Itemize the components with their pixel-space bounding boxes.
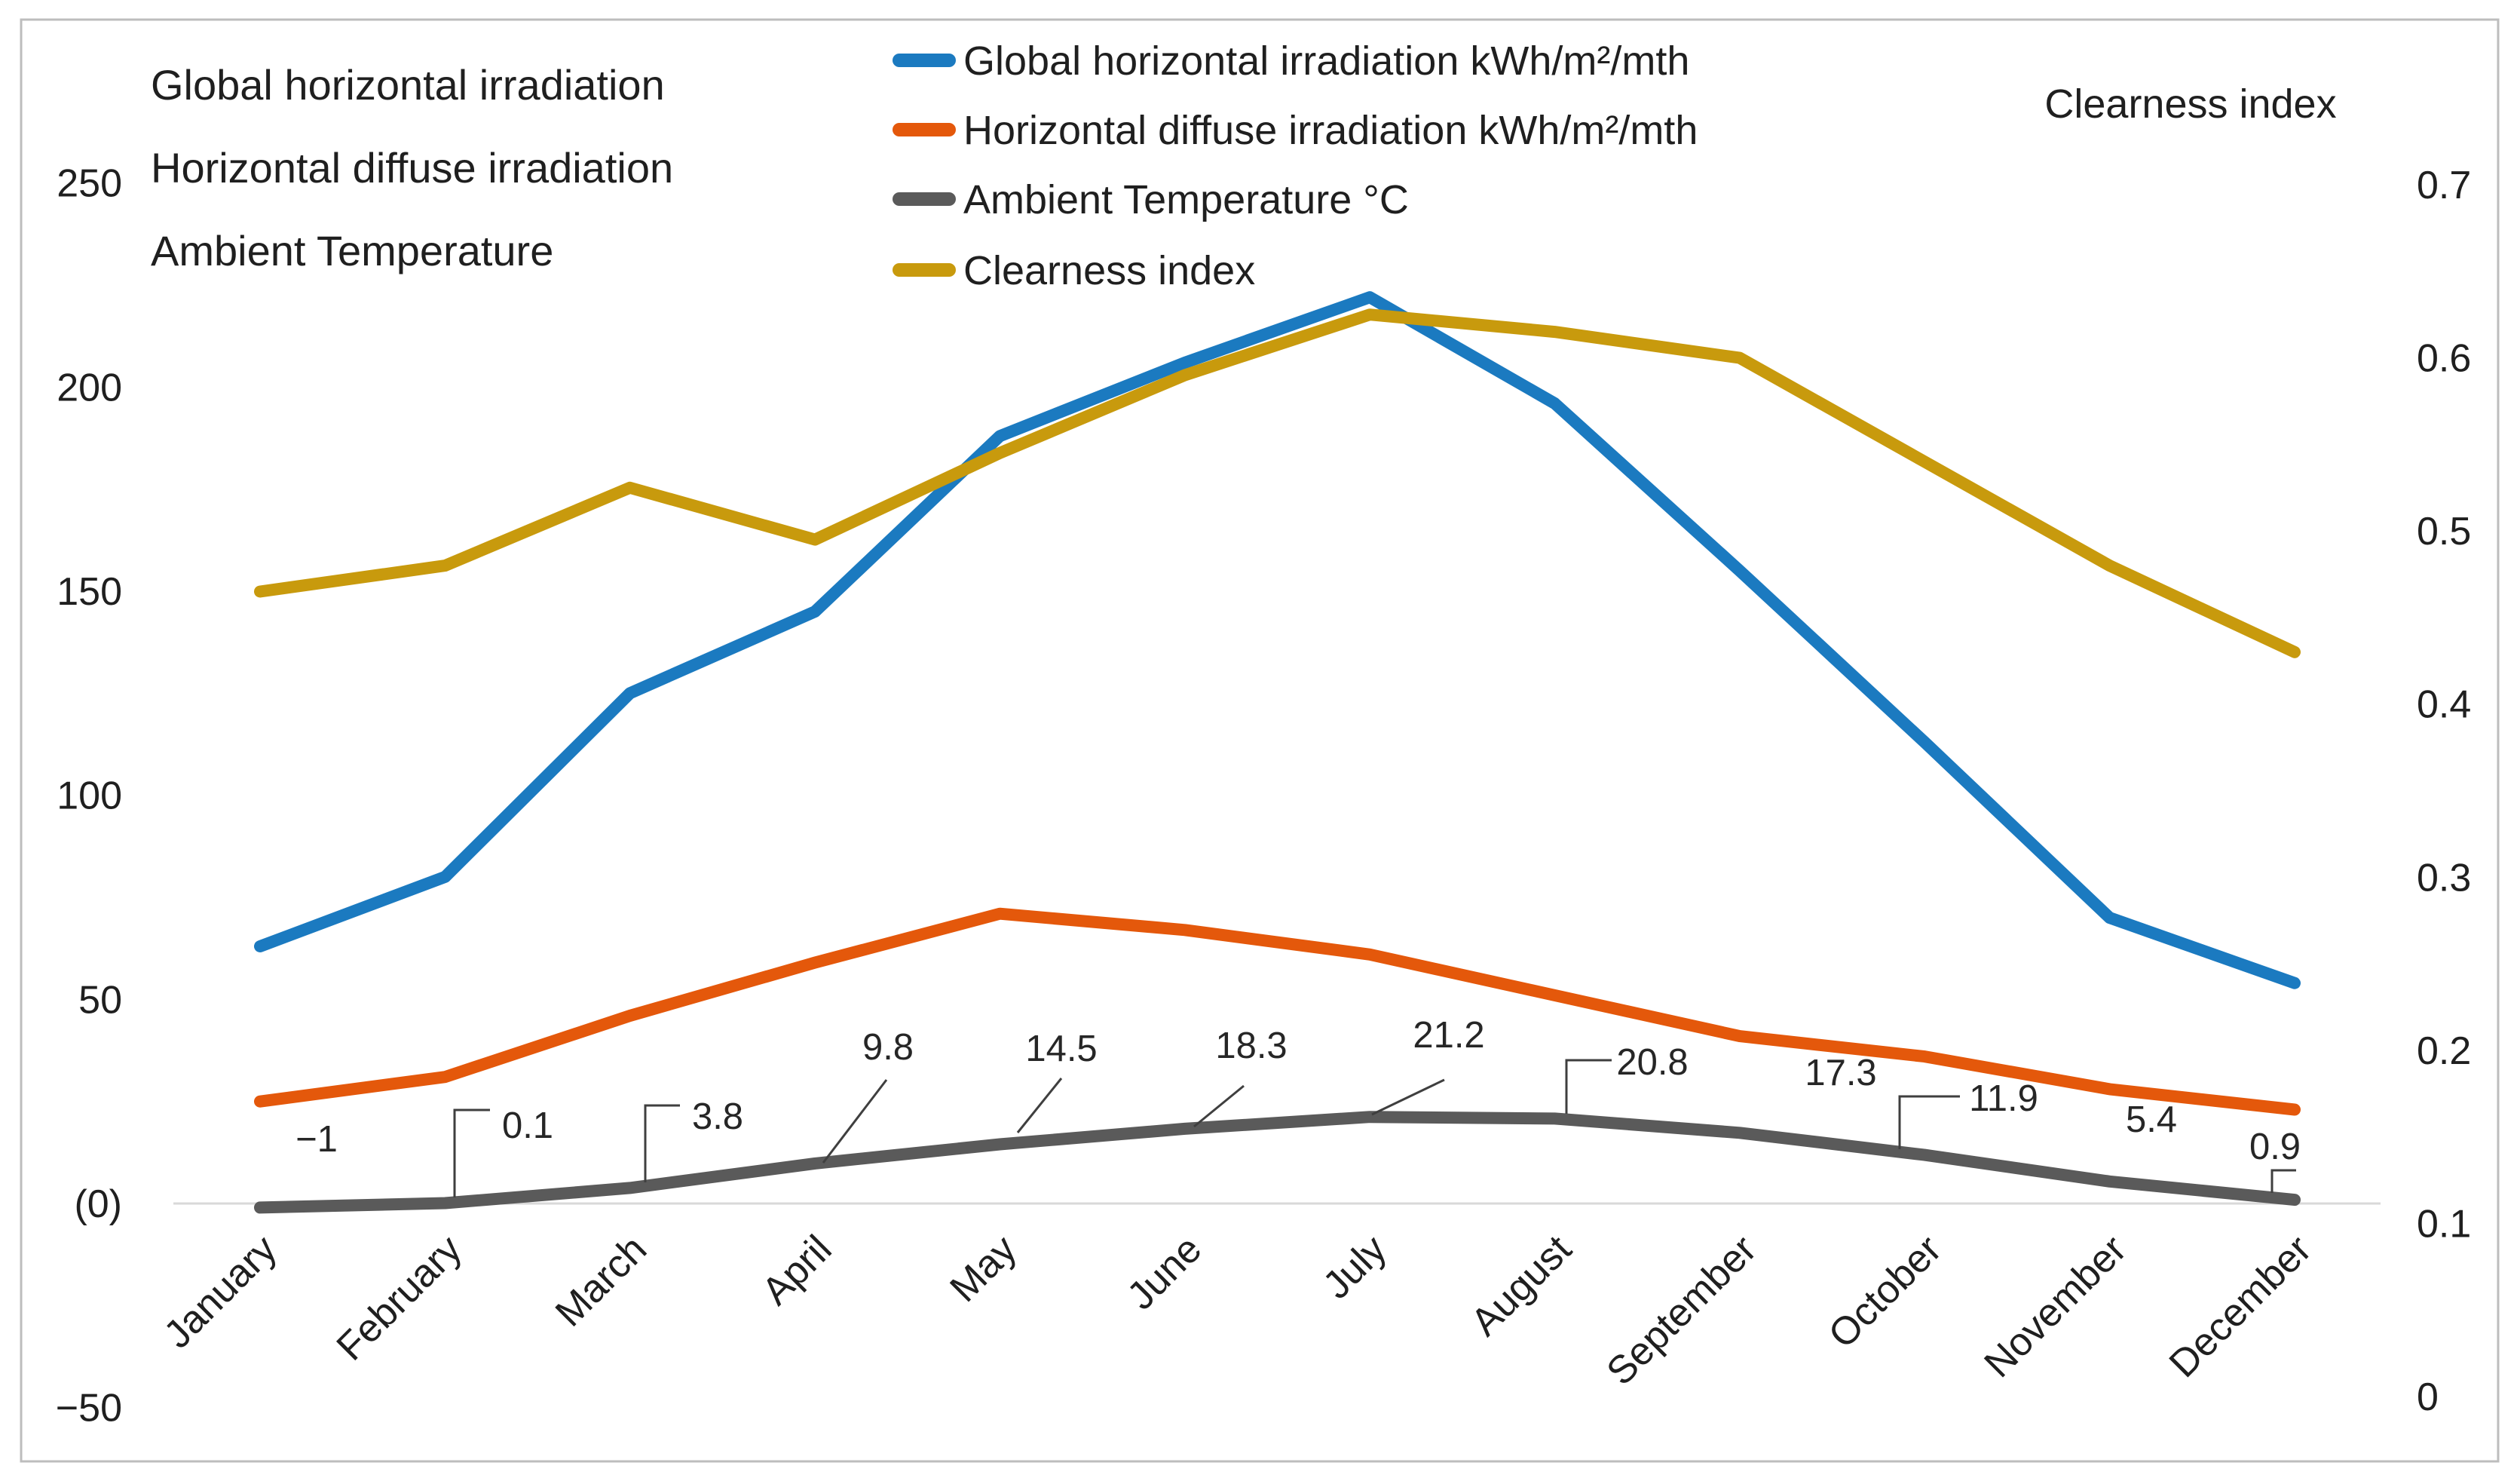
data-label-leader-line bbox=[1016, 1078, 1063, 1133]
data-label-leader-line bbox=[1371, 1078, 1445, 1116]
left-axis-tick: (0) bbox=[74, 1182, 122, 1226]
data-label-leader-line bbox=[1898, 1095, 1960, 1149]
data-label-leader-line bbox=[644, 1104, 680, 1182]
left-axis-title-line: Horizontal diffuse irradiation bbox=[151, 144, 673, 192]
temperature-data-label: 11.9 bbox=[1969, 1078, 2038, 1119]
right-axis-tick: 0.2 bbox=[2417, 1029, 2471, 1073]
temperature-data-label: 21.2 bbox=[1413, 1015, 1484, 1056]
x-axis-month-label: May bbox=[942, 1227, 1024, 1310]
x-axis-month-label: August bbox=[1463, 1227, 1581, 1344]
data-label-leader-line bbox=[2270, 1169, 2296, 1193]
right-axis-tick: 0.3 bbox=[2417, 856, 2471, 900]
left-axis-tick: 200 bbox=[57, 366, 122, 409]
right-axis-tick: 0.7 bbox=[2417, 164, 2471, 207]
legend-swatch-clearness bbox=[893, 263, 956, 277]
x-axis-month-label: April bbox=[754, 1227, 841, 1314]
x-axis-month-label: December bbox=[2161, 1227, 2320, 1386]
x-axis-month-label: January bbox=[156, 1227, 286, 1357]
temperature-data-label: 0.1 bbox=[502, 1105, 553, 1146]
temperature-data-label: 18.3 bbox=[1215, 1026, 1287, 1066]
temperature-data-label: 3.8 bbox=[692, 1096, 743, 1137]
temperature-data-label: 20.8 bbox=[1616, 1042, 1688, 1083]
legend-label-hdi: Horizontal diffuse irradiation kWh/m²/mt… bbox=[963, 108, 1698, 153]
right-axis-tick: 0.4 bbox=[2417, 683, 2471, 727]
right-axis-tick: 0.5 bbox=[2417, 510, 2471, 553]
temperature-data-label: 0.9 bbox=[2249, 1127, 2301, 1167]
x-axis-month-label: June bbox=[1119, 1227, 1211, 1318]
left-axis-title-line: Global horizontal irradiation bbox=[151, 61, 665, 109]
x-axis-month-label: October bbox=[1820, 1227, 1950, 1357]
x-axis-month-label: February bbox=[329, 1227, 470, 1369]
legend-label-temp: Ambient Temperature °C bbox=[963, 177, 1409, 222]
right-axis-tick: 0.6 bbox=[2417, 337, 2471, 381]
right-axis-tick: 0 bbox=[2417, 1375, 2439, 1419]
data-label-leader-line bbox=[1565, 1059, 1612, 1114]
data-label-leader-line bbox=[453, 1108, 490, 1197]
legend-swatch-temp bbox=[893, 192, 956, 206]
temperature-data-label: −1 bbox=[295, 1119, 338, 1160]
series-line-hdi bbox=[254, 907, 2301, 1116]
x-axis-month-label: September bbox=[1598, 1227, 1765, 1394]
left-axis-title-line: Ambient Temperature bbox=[151, 227, 553, 274]
series-line-clearness bbox=[254, 308, 2301, 658]
left-axis-tick: 100 bbox=[57, 774, 122, 818]
series-line-temp bbox=[254, 1111, 2301, 1214]
data-label-leader-line bbox=[822, 1079, 888, 1164]
left-axis-tick: −50 bbox=[56, 1387, 122, 1430]
left-axis-tick: 150 bbox=[57, 570, 122, 614]
legend-label-clearness: Clearness index bbox=[963, 248, 1255, 293]
temperature-data-label: 5.4 bbox=[2126, 1099, 2177, 1140]
x-axis-month-label: November bbox=[1976, 1227, 2135, 1386]
temperature-data-label: 17.3 bbox=[1805, 1053, 1876, 1093]
data-label-leader-line bbox=[1193, 1084, 1245, 1128]
chart-frame bbox=[20, 18, 2500, 1463]
left-axis-tick: 50 bbox=[78, 978, 122, 1022]
right-axis-title: Clearness index bbox=[2044, 81, 2336, 127]
series-line-ghi bbox=[254, 291, 2301, 989]
right-axis-tick: 0.1 bbox=[2417, 1202, 2471, 1246]
x-axis-month-label: March bbox=[547, 1227, 655, 1335]
x-axis-month-label: July bbox=[1315, 1227, 1395, 1307]
temperature-data-label: 9.8 bbox=[862, 1027, 914, 1068]
temperature-data-label: 14.5 bbox=[1025, 1029, 1097, 1069]
left-axis-tick: 250 bbox=[57, 162, 122, 206]
legend-label-ghi: Global horizontal irradiation kWh/m²/mth bbox=[963, 38, 1689, 84]
legend-swatch-hdi bbox=[893, 123, 956, 136]
legend-swatch-ghi bbox=[893, 54, 956, 67]
